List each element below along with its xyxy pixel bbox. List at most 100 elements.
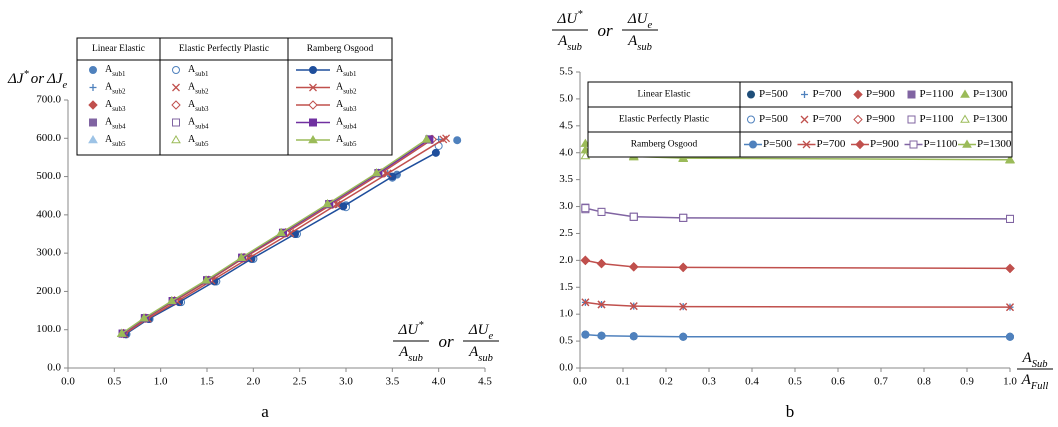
text-base: A [336,64,344,75]
text-base: ΔU [627,11,649,27]
data-point [339,202,348,211]
legend-marker [308,100,318,110]
legend-label: P=700 [817,138,846,150]
legend-label: Asub5 [336,134,357,147]
text-script: sub5 [195,140,209,148]
text-base: A [336,117,344,128]
legend-marker [853,114,863,125]
data-point [580,255,591,266]
data-point [431,148,440,157]
y-tick-label: 1.0 [559,308,573,320]
text-base: A [627,33,638,49]
data-point [679,302,688,311]
legend-marker [962,139,972,148]
legend-label: P=1300 [977,138,1012,150]
data-point [236,252,247,262]
series-line [585,207,1011,220]
text-base: A [557,33,568,49]
data-point [116,328,127,337]
text-script: sub [567,42,582,53]
x-tick-label: 3.5 [385,376,399,388]
text-base: A [188,117,196,128]
text-script: sub [637,42,652,53]
series-line [585,259,1011,270]
legend-marker [308,135,318,144]
legend-label: Asub2 [336,82,357,95]
y-tick-label: 300.0 [36,247,61,259]
data-point [371,168,382,177]
text-base: ΔU [557,11,579,27]
x-tick-label: 1.0 [154,376,168,388]
data-point [388,172,397,181]
legend-label: P=1300 [973,113,1008,125]
data-point [1006,332,1014,341]
text-script: e [63,80,68,91]
data-point [678,153,689,162]
data-point [1006,214,1014,223]
y-tick-label: 5.0 [559,92,573,104]
legend-group: Elastic Perfectly Plastic [619,114,709,125]
axis-label-numerator: ΔUe [627,11,653,30]
y-tick-label: 700.0 [36,94,61,106]
legend-label: Asub2 [105,82,126,95]
legend-marker [172,118,180,127]
legend-label: P=1100 [924,138,958,150]
x-tick-label: 0.0 [61,376,75,388]
axis-label-denominator: Asub [627,33,652,52]
legend-label: P=900 [866,88,895,100]
data-point [166,296,177,305]
text-script: Sub [1032,359,1048,370]
y-tick-label: 3.0 [559,200,573,212]
legend-marker [88,100,98,110]
data-point [580,145,591,154]
data-point [421,134,432,143]
legend-marker [172,66,180,74]
legend-marker [747,115,755,124]
legend-marker [309,66,317,74]
text-base: A [398,344,409,360]
data-point [678,262,688,273]
legend-group: Ramberg Osgood [631,140,698,150]
text-base: A [188,64,196,75]
x-tick-label: 0.2 [659,376,673,388]
x-tick-label: 0.7 [874,376,888,388]
caption: b [786,402,795,421]
legend-marker [800,115,809,124]
data-point [580,150,591,160]
legend-marker [171,135,181,144]
text-base: A [1022,350,1033,366]
x-tick-label: 3.0 [339,376,353,388]
legend-label: Asub2 [188,82,209,95]
y-tick-label: 200.0 [36,285,61,297]
axis-label-numerator: ΔUe [468,322,494,341]
legend-marker [89,84,97,91]
x-tick-label: 0.8 [917,376,931,388]
text-base: A [468,344,479,360]
legend-marker [309,83,317,92]
text-script: sub3 [195,105,209,113]
text-base: ΔJ [46,71,64,87]
legend-marker [749,140,757,149]
data-point [453,136,462,145]
series-line [585,301,1011,308]
text-base: A [105,117,113,128]
axis-label-denominator: Asub [557,33,582,52]
data-point [322,199,333,208]
legend-marker [802,140,811,149]
legend-marker [88,135,98,144]
text-script: * [23,69,29,80]
data-point [597,331,606,340]
data-point [629,212,638,221]
caption: a [261,402,269,421]
y-tick-label: 0.0 [47,362,61,374]
data-point [597,300,606,309]
series-line [585,333,1010,338]
y-tick-label: 2.0 [559,254,573,266]
axis-label-numerator: ΔU* [557,9,584,28]
y-tick-label: 3.5 [559,173,573,185]
data-point [581,330,590,339]
data-point [679,332,688,341]
x-tick-label: 0.5 [788,376,802,388]
text-base: ΔU [468,322,490,338]
